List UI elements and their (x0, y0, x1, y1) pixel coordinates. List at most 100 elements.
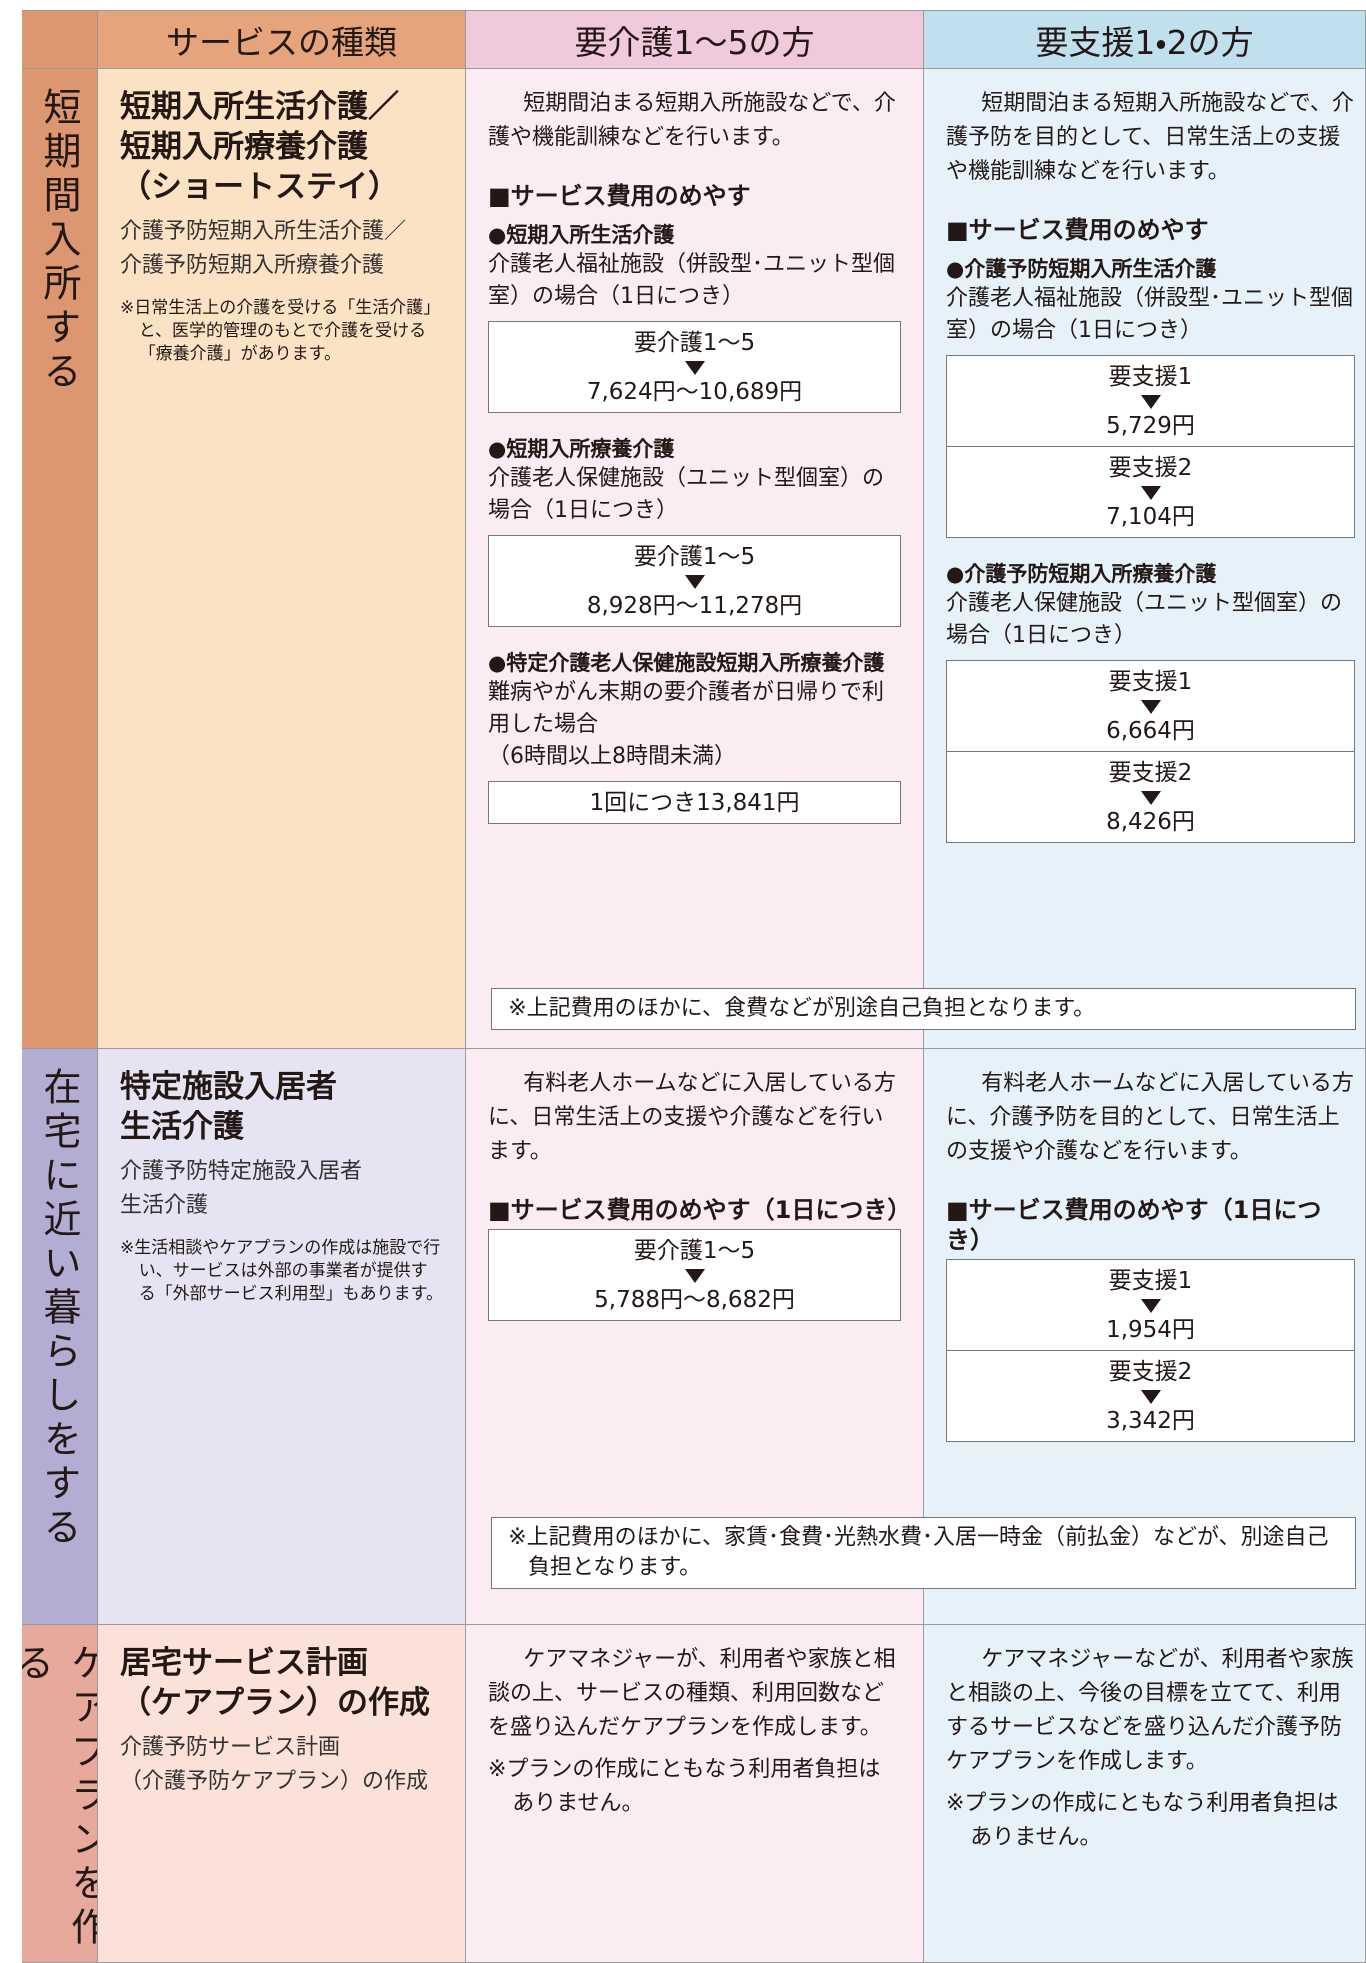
footnote: ※上記費用のほかに、食費などが別途自己負担となります。 (491, 988, 1356, 1030)
fee-item: 要介護1～5 7,624円～10,689円 (489, 322, 900, 412)
fee-item: 要介護1～5 5,788円～8,682円 (489, 1230, 900, 1320)
condition: 介護老人保健施設（ユニット型個室）の場合（1日につき） (488, 466, 885, 523)
fee: 7,624円～10,689円 (586, 379, 803, 405)
fee-item: 要支援1 6,664円 (947, 661, 1354, 751)
care-level: 要支援2 (1108, 1359, 1193, 1385)
service-note: ※生活相談やケアプランの作成は施設で行い、サービスは外部の事業者が提供する「外部… (120, 1238, 443, 1304)
fee: 1回につき13,841円 (589, 790, 800, 816)
condition: 難病やがん末期の要介護者が日帰りで利用した場合 (488, 680, 885, 737)
description: 有料老人ホームなどに入居している方に、日常生活上の支援や介護などを行います。 (488, 1071, 896, 1164)
fee-box: 要支援1 5,729円 要支援2 7,104円 (946, 355, 1355, 538)
fee-box: 1回につき13,841円 (488, 781, 901, 824)
service-title: 特定施設入居者 (120, 1069, 337, 1105)
arrow (684, 361, 705, 375)
service-cell: 短期入所生活介護／ 短期入所療養介護 （ショートステイ） 介護予防短期入所生活介護／ 介… (98, 69, 466, 1049)
fee-item: 要支援1 1,954円 (947, 1260, 1354, 1350)
section-name: ●介護予防短期入所生活介護 (946, 257, 1217, 281)
row-label: 短期間入所する (22, 69, 98, 1049)
care-level: 要支援2 (1108, 760, 1193, 786)
note: ※プランの作成にともなう利用者負担はありません。 (488, 1757, 881, 1816)
section-name: ●介護予防短期入所療養介護 (946, 562, 1217, 586)
fee-item: 要介護1～5 8,928円～11,278円 (489, 536, 900, 626)
care-level: 要支援1 (1108, 1268, 1193, 1294)
care-level: 要介護1～5 (633, 330, 756, 356)
service-title: 居宅サービス計画 (120, 1645, 368, 1681)
fee: 5,729円 (1106, 413, 1195, 439)
fee-box: 要介護1～5 7,624円～10,689円 (488, 321, 901, 413)
fee: 6,664円 (1106, 718, 1195, 744)
fee-item: 要支援2 7,104円 (947, 446, 1354, 537)
support-cell: ケアマネジャーなどが、利用者や家族と相談の上、今後の目標を立てて、利用するサービ… (924, 1625, 1366, 1963)
arrow (1140, 700, 1161, 714)
condition: （6時間以上8時間未満） (488, 744, 736, 769)
fee-heading: ■サービス費用のめやす (946, 216, 1209, 244)
fee: 7,104円 (1106, 504, 1195, 530)
row-label-text: 短期間入所する (37, 87, 81, 395)
fee-box: 要支援1 6,664円 要支援2 8,426円 (946, 660, 1355, 843)
description: 短期間泊まる短期入所施設などで、介護予防を目的として、日常生活上の支援や機能訓練… (946, 91, 1354, 184)
care-cell: 短期間泊まる短期入所施設などで、介護や機能訓練などを行います。 ■サービス費用のめ… (466, 69, 924, 1049)
arrow (1140, 395, 1161, 409)
subtitle-line: 生活介護 (120, 1193, 209, 1218)
fee-heading: ■サービス費用のめやす（1日につき） (946, 1196, 1322, 1254)
fee-box: 要介護1～5 5,788円～8,682円 (488, 1229, 901, 1321)
service-subtitle: 介護予防サービス計画 （介護予防ケアプラン）の作成 (120, 1731, 443, 1799)
service-cell: 特定施設入居者 生活介護 介護予防特定施設入居者 生活介護 ※生活相談やケアプランの作成… (98, 1049, 466, 1625)
service-title: 短期入所療養介護 (120, 129, 368, 165)
fee: 1,954円 (1106, 1317, 1195, 1343)
care-level: 要支援1 (1108, 364, 1193, 390)
arrow (1140, 791, 1161, 805)
fee: 3,342円 (1106, 1408, 1195, 1434)
arrow (1140, 1390, 1161, 1404)
fee-item: 1回につき13,841円 (489, 782, 900, 823)
care-level: 要介護1～5 (633, 1238, 756, 1264)
subtitle-line: 介護予防短期入所生活介護／ (120, 219, 407, 244)
service-title: 短期入所生活介護／ (120, 89, 399, 125)
fee-heading: ■サービス費用のめやす (488, 182, 751, 210)
column-header: 要支援1・2の方 (924, 10, 1366, 69)
fee-item: 要支援2 8,426円 (947, 751, 1354, 842)
subtitle-line: 介護予防短期入所療養介護 (120, 253, 385, 278)
row-label-text: 在宅に近い暮らしをする (37, 1067, 81, 1551)
care-level: 要支援2 (1108, 455, 1193, 481)
column-header: サービスの種類 (98, 10, 466, 69)
description: 有料老人ホームなどに入居している方に、介護予防を目的として、日常生活上の支援や介… (946, 1071, 1354, 1164)
condition: 介護老人福祉施設（併設型･ユニット型個室）の場合（1日につき） (946, 286, 1354, 343)
description: ケアマネジャーが、利用者や家族と相談の上、サービスの種類、利用回数などを盛り込ん… (488, 1647, 896, 1740)
arrow (1140, 486, 1161, 500)
fee-box: 要介護1～5 8,928円～11,278円 (488, 535, 901, 627)
condition: 介護老人福祉施設（併設型･ユニット型個室）の場合（1日につき） (488, 252, 896, 309)
fee-item: 要支援1 5,729円 (947, 356, 1354, 446)
fee-heading: ■サービス費用のめやす（1日につき） (488, 1196, 912, 1224)
care-level: 要支援1 (1108, 669, 1193, 695)
section-name: ●短期入所療養介護 (488, 437, 675, 461)
section-name: ●特定介護老人保健施設短期入所療養介護 (488, 651, 885, 675)
service-title: 生活介護 (120, 1109, 244, 1145)
service-title: （ショートステイ） (120, 169, 399, 205)
subtitle-line: （介護予防ケアプラン）の作成 (120, 1769, 429, 1794)
service-subtitle: 介護予防特定施設入居者 生活介護 (120, 1155, 443, 1223)
footnote: ※上記費用のほかに、家賃･食費･光熱水費･入居一時金（前払金）などが、別途自己負… (491, 1517, 1356, 1589)
fee-box: 要支援1 1,954円 要支援2 3,342円 (946, 1259, 1355, 1442)
description: ケアマネジャーなどが、利用者や家族と相談の上、今後の目標を立てて、利用するサービ… (946, 1647, 1354, 1774)
service-cell: 居宅サービス計画 （ケアプラン）の作成介護予防サービス計画 （介護予防ケアプラン）の… (98, 1625, 466, 1963)
support-cell: 短期間泊まる短期入所施設などで、介護予防を目的として、日常生活上の支援や機能訓練… (924, 69, 1366, 1049)
row-label: ケアプランを作る (22, 1625, 98, 1963)
service-note: ※日常生活上の介護を受ける「生活介護」と、医学的管理のもとで介護を受ける「療養介… (120, 298, 441, 364)
fee-item: 要支援2 3,342円 (947, 1350, 1354, 1441)
condition: 介護老人保健施設（ユニット型個室）の場合（1日につき） (946, 591, 1343, 648)
fee: 8,426円 (1106, 809, 1195, 835)
arrow (684, 575, 705, 589)
fee: 8,928円～11,278円 (586, 593, 803, 619)
row-label: 在宅に近い暮らしをする (22, 1049, 98, 1625)
care-level: 要介護1～5 (633, 544, 756, 570)
arrow (684, 1269, 705, 1283)
row-label-text: ケアプランを作る (22, 1643, 98, 1951)
header-blank (22, 10, 98, 69)
note: ※プランの作成にともなう利用者負担はありません。 (946, 1791, 1339, 1850)
service-title: （ケアプラン）の作成 (120, 1685, 430, 1721)
care-cell: ケアマネジャーが、利用者や家族と相談の上、サービスの種類、利用回数などを盛り込ん… (466, 1625, 924, 1963)
arrow (1140, 1299, 1161, 1313)
subtitle-line: 介護予防特定施設入居者 (120, 1159, 363, 1184)
